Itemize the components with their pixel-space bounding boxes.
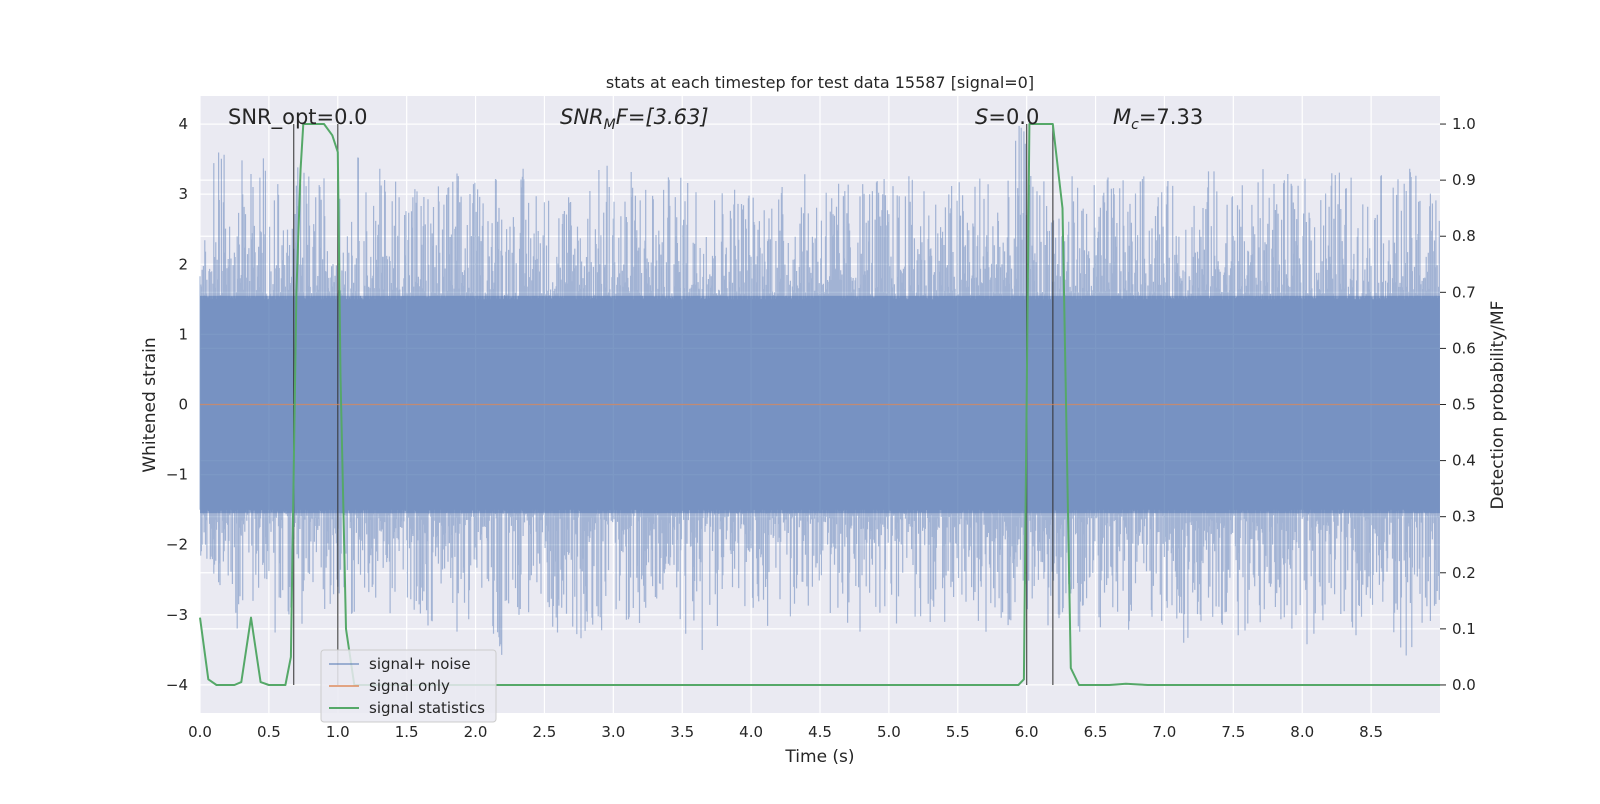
y-left-tick-label: −2 — [166, 536, 188, 554]
annotation-snr-mf: SNRMF=[3.63] — [560, 105, 709, 133]
y-right-tick-label: 0.1 — [1452, 620, 1476, 638]
x-tick-label: 4.5 — [808, 723, 832, 741]
y-right-tick-label: 0.8 — [1452, 227, 1476, 245]
y-right-tick-label: 0.9 — [1452, 171, 1476, 189]
y-left-tick-label: 2 — [178, 255, 188, 273]
x-tick-label: 6.0 — [1015, 723, 1039, 741]
x-tick-label: 4.0 — [739, 723, 763, 741]
y-right-tick-label: 0.2 — [1452, 564, 1476, 582]
legend-box — [320, 649, 497, 723]
y-left-tick-label: −4 — [166, 676, 188, 694]
y-left-tick-label: −1 — [166, 466, 188, 484]
y-right-tick-label: 0.7 — [1452, 283, 1476, 301]
annotation-s-name: S — [975, 105, 988, 129]
x-tick-label: 3.5 — [670, 723, 694, 741]
annotation-snr-mf-sub: M — [604, 117, 616, 133]
x-tick-label: 2.0 — [464, 723, 488, 741]
annotation-mc-sub: c — [1131, 117, 1139, 133]
x-tick-label: 5.5 — [946, 723, 970, 741]
x-tick-label: 1.5 — [395, 723, 419, 741]
annotation-s: S=0.0 — [975, 105, 1039, 129]
legend-label-signal-statistics: signal statistics — [369, 699, 485, 717]
y-left-tick-label: −3 — [166, 606, 188, 624]
y-right-tick-label: 0.4 — [1452, 452, 1476, 470]
x-tick-label: 3.0 — [601, 723, 625, 741]
x-tick-label: 8.5 — [1359, 723, 1383, 741]
annotation-snr-mf-tail: F=[3.63] — [616, 105, 709, 129]
annotation-mc: Mc=7.33 — [1113, 105, 1203, 133]
y-right-tick-label: 0.6 — [1452, 339, 1476, 357]
x-axis-label: Time (s) — [784, 747, 854, 767]
chart-title: stats at each timestep for test data 155… — [606, 73, 1034, 92]
y-left-tick-label: 0 — [178, 396, 188, 414]
y-axis-label-right: Detection probability/MF — [1488, 301, 1508, 510]
x-tick-label: 2.5 — [533, 723, 557, 741]
legend: signal+ noise signal only signal statist… — [320, 649, 497, 723]
x-tick-label: 6.5 — [1084, 723, 1108, 741]
legend-label-signal-noise: signal+ noise — [369, 655, 471, 673]
y-right-tick-label: 0.5 — [1452, 396, 1476, 414]
annotation-snr-opt: SNR_opt=0.0 — [228, 105, 368, 130]
x-tick-label: 5.0 — [877, 723, 901, 741]
y-right-tick-label: 0.0 — [1452, 676, 1476, 694]
x-tick-label: 8.0 — [1290, 723, 1314, 741]
legend-label-signal-only: signal only — [369, 677, 450, 695]
annotation-snr-mf-name: SNR — [560, 105, 604, 129]
y-right-tick-label: 0.3 — [1452, 508, 1476, 526]
annotation-mc-value: =7.33 — [1139, 105, 1203, 129]
x-tick-label: 0.5 — [257, 723, 281, 741]
tick-labels: 0.0 0.5 1.0 1.5 2.0 2.5 3.0 3.5 4.0 4.5 5.0 5.5 6.0 6… — [166, 115, 1476, 741]
x-tick-label: 7.0 — [1153, 723, 1177, 741]
y-left-tick-label: 4 — [178, 115, 188, 133]
x-tick-label: 7.5 — [1221, 723, 1245, 741]
x-tick-label: 0.0 — [188, 723, 212, 741]
y-axis-label-left: Whitened strain — [140, 337, 160, 472]
y-left-tick-label: 1 — [178, 325, 188, 343]
annotation-s-value: =0.0 — [988, 105, 1039, 129]
annotation-mc-name: M — [1113, 105, 1131, 129]
y-right-tick-label: 1.0 — [1452, 115, 1476, 133]
y-left-tick-label: 3 — [178, 185, 188, 203]
x-tick-label: 1.0 — [326, 723, 350, 741]
